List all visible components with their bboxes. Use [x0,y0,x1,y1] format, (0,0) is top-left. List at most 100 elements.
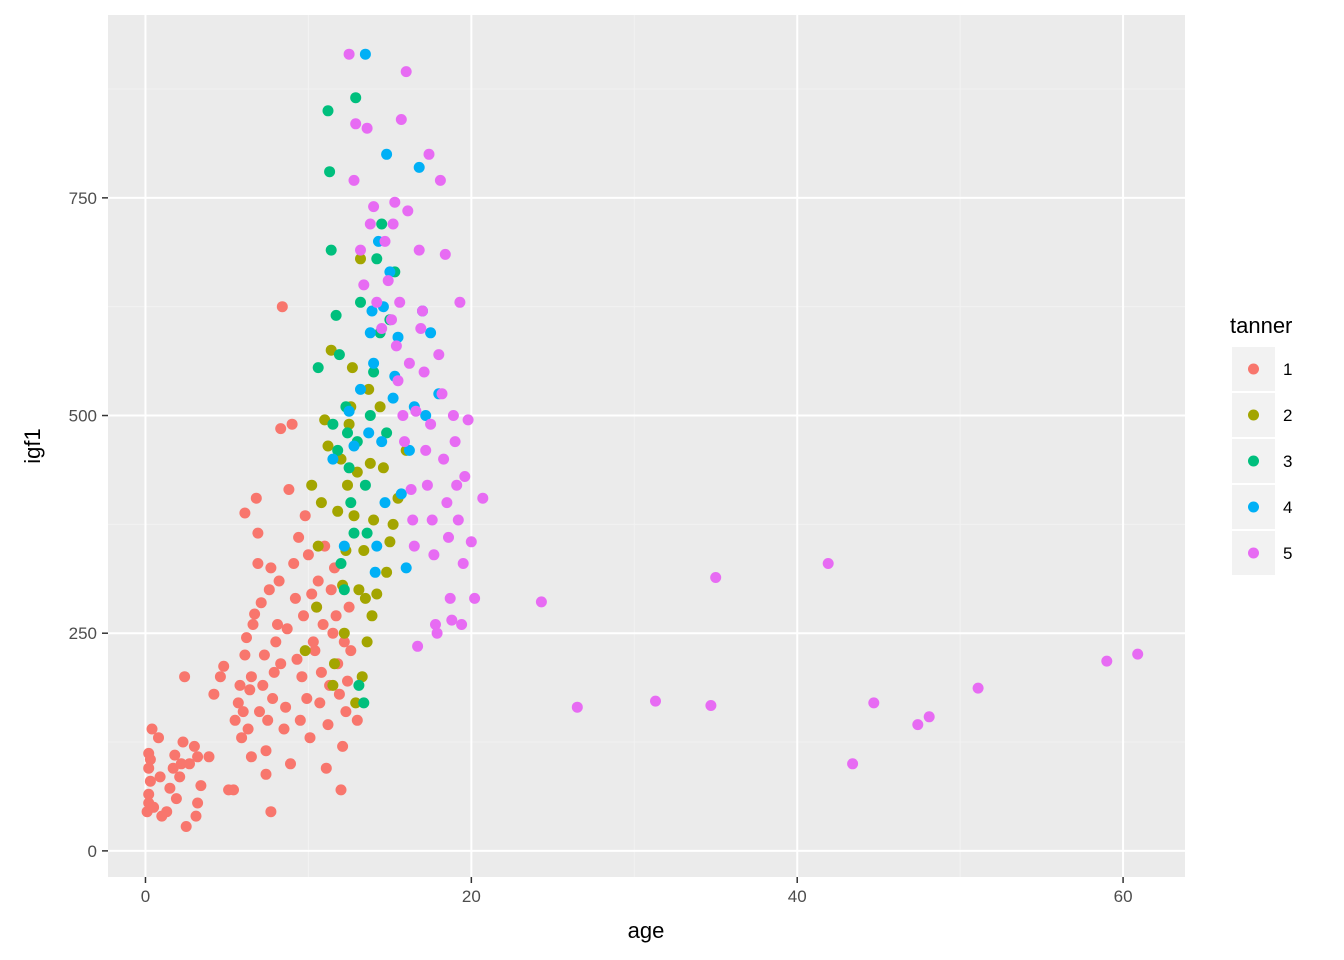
point-tanner-5 [371,296,383,308]
point-tanner-5 [426,514,438,526]
point-tanner-2 [387,518,399,530]
point-tanner-5 [459,471,471,482]
point-tanner-5 [454,296,466,308]
point-tanner-3 [359,479,371,491]
point-tanner-5 [1101,655,1113,667]
point-tanner-5 [361,122,373,134]
point-tanner-4 [387,392,399,404]
point-tanner-5 [650,695,661,707]
legend-label-tanner-4: 4 [1283,498,1292,517]
point-tanner-5 [390,340,402,352]
point-tanner-1 [286,418,298,430]
point-tanner-1 [153,732,164,744]
point-tanner-1 [254,706,265,718]
point-tanner-5 [433,349,445,361]
point-tanner-5 [434,174,446,186]
point-tanner-1 [239,507,251,519]
point-tanner-2 [366,610,378,622]
point-tanner-5 [452,514,464,526]
point-tanner-5 [387,218,399,230]
y-axis: 0 250 500 750 [69,189,108,861]
point-tanner-5 [436,388,448,400]
point-tanner-1 [333,688,345,700]
legend-keys: 1 2 3 4 5 [1232,347,1292,575]
point-tanner-2 [377,462,389,474]
point-tanner-2 [371,588,383,600]
point-tanner-5 [343,48,355,60]
point-tanner-1 [307,636,319,648]
point-tanner-1 [289,592,301,604]
point-tanner-2 [322,440,334,452]
point-tanner-4 [369,566,381,578]
point-tanner-1 [296,671,308,683]
point-tanner-2 [342,479,353,491]
point-tanner-1 [188,740,200,752]
point-tanner-5 [350,118,362,130]
point-tanner-1 [174,771,186,783]
point-tanner-5 [355,244,366,256]
point-tanner-1 [228,784,239,796]
point-tanner-3 [376,218,388,230]
point-tanner-2 [353,584,365,596]
point-tanner-1 [335,784,347,796]
point-tanner-5 [449,436,461,448]
point-tanner-2 [368,514,380,526]
grid-major [108,15,1185,877]
point-tanner-3 [355,296,366,308]
point-tanner-5 [395,114,407,125]
point-tanner-3 [312,362,324,374]
legend-key-tanner-2 [1248,409,1259,421]
x-tick-label: 20 [462,887,481,906]
point-tanner-2 [361,636,373,648]
legend-label-tanner-1: 1 [1283,360,1292,379]
point-tanner-5 [439,248,451,260]
point-tanner-5 [423,148,435,160]
point-tanner-5 [418,366,430,378]
point-tanner-3 [345,497,357,509]
point-tanner-2 [351,466,363,478]
y-tick-label: 250 [69,624,97,643]
point-tanner-1 [317,619,329,630]
point-tanner-2 [315,497,327,509]
legend-label-tanner-2: 2 [1283,406,1292,425]
point-tanner-3 [364,410,376,421]
point-tanner-1 [337,740,349,752]
point-tanner-1 [237,706,249,718]
point-tanner-1 [343,601,355,613]
point-tanner-3 [325,244,337,256]
point-tanner-4 [364,327,376,339]
point-tanner-1 [270,636,282,648]
point-tanner-5 [457,558,469,569]
point-tanner-2 [364,457,376,469]
point-tanner-1 [276,301,288,313]
point-tanner-4 [338,540,350,552]
point-tanner-2 [306,479,318,491]
data-points [141,48,1144,832]
point-tanner-1 [249,608,261,620]
x-tick-label: 0 [141,887,150,906]
point-tanner-4 [368,357,380,369]
point-tanner-5 [1132,648,1144,660]
point-tanner-1 [301,693,313,704]
point-tanner-1 [288,558,300,569]
point-tanner-2 [356,671,368,683]
point-tanner-1 [315,666,327,678]
legend-label-tanner-3: 3 [1283,452,1292,471]
point-tanner-4 [403,444,415,456]
point-tanner-1 [283,484,295,495]
point-tanner-5 [392,375,404,387]
point-tanner-4 [343,405,355,417]
point-tanner-3 [324,166,336,178]
point-tanner-5 [364,218,376,230]
point-tanner-1 [245,671,257,683]
point-tanner-5 [462,414,474,426]
point-tanner-1 [192,797,204,809]
point-tanner-5 [400,66,412,78]
point-tanner-4 [359,48,371,60]
point-tanner-1 [250,492,262,504]
point-tanner-1 [306,588,318,600]
point-tanner-1 [179,671,191,683]
point-tanner-2 [312,540,324,552]
legend-label-tanner-5: 5 [1283,544,1292,563]
